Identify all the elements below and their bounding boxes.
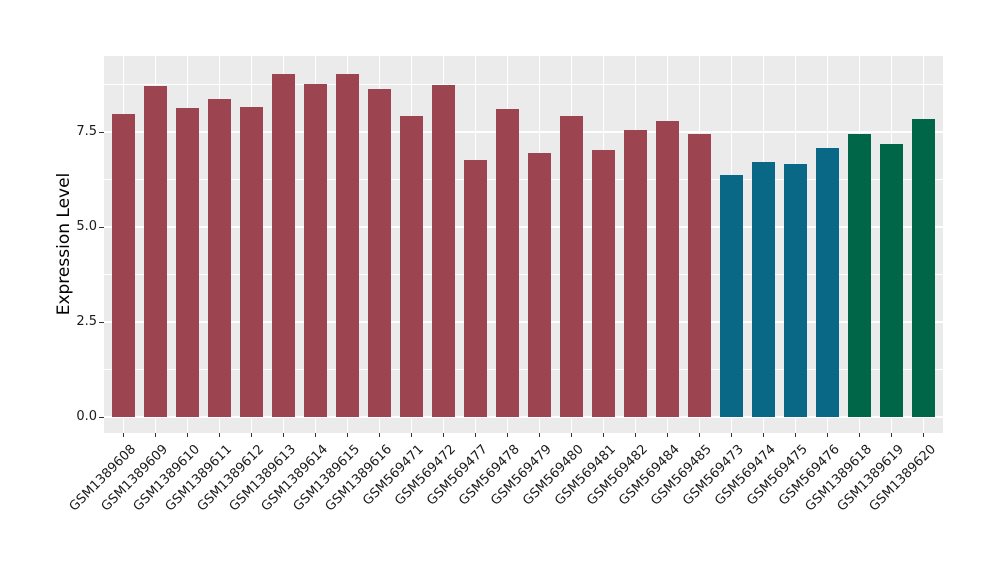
x-tick-mark xyxy=(699,433,701,437)
bar xyxy=(143,86,167,417)
x-tick-mark xyxy=(218,433,220,437)
h-gridline-major xyxy=(104,226,943,228)
bar xyxy=(495,109,519,417)
bar xyxy=(720,174,744,417)
h-gridline-major xyxy=(104,321,943,323)
h-gridline-minor xyxy=(104,274,943,275)
x-tick-mark xyxy=(346,433,348,437)
bar xyxy=(239,106,263,417)
y-tick-mark xyxy=(99,416,104,418)
bar xyxy=(880,144,904,417)
x-tick-mark xyxy=(603,433,604,437)
bar xyxy=(816,147,840,417)
bar xyxy=(303,84,327,417)
y-tick-label: 2.5 xyxy=(76,314,97,329)
x-tick-mark xyxy=(923,433,925,437)
bar xyxy=(175,108,199,417)
x-tick-mark xyxy=(314,433,316,437)
bar xyxy=(912,118,936,417)
bar xyxy=(463,160,487,417)
x-tick-mark xyxy=(859,433,861,437)
bar xyxy=(335,74,359,417)
bar xyxy=(688,133,712,417)
x-tick-mark xyxy=(474,433,476,437)
x-tick-mark xyxy=(442,433,444,437)
bar xyxy=(271,74,295,417)
x-tick-mark xyxy=(506,433,508,437)
y-tick-mark xyxy=(99,226,104,228)
x-tick-mark xyxy=(827,433,829,437)
x-tick-mark xyxy=(122,433,124,437)
bar xyxy=(111,113,135,417)
x-tick-mark xyxy=(282,433,284,437)
h-gridline-minor xyxy=(104,179,943,180)
y-tick-label: 7.5 xyxy=(76,124,97,139)
bar xyxy=(367,88,391,417)
h-gridline-minor xyxy=(104,84,943,85)
x-tick-mark xyxy=(186,433,188,437)
bar xyxy=(207,98,231,417)
y-axis-title-text: Expression Level xyxy=(54,172,74,316)
bar xyxy=(752,161,776,417)
bar xyxy=(559,116,583,417)
h-gridline-major xyxy=(104,416,943,418)
h-gridline-minor xyxy=(104,369,943,370)
x-tick-mark xyxy=(731,433,733,437)
x-tick-mark xyxy=(378,433,380,437)
y-tick-label: 5.0 xyxy=(76,219,97,234)
bar xyxy=(624,130,648,417)
x-tick-mark xyxy=(891,433,893,437)
bar xyxy=(656,120,680,417)
plot-area xyxy=(104,56,943,433)
x-tick-mark xyxy=(410,433,412,437)
x-tick-mark xyxy=(154,433,156,437)
y-tick-label: 0.0 xyxy=(76,409,97,424)
x-tick-mark xyxy=(667,433,669,437)
bar xyxy=(399,115,423,417)
x-tick-mark xyxy=(570,433,572,437)
x-tick-mark xyxy=(763,433,765,437)
x-tick-mark xyxy=(538,433,540,437)
bar xyxy=(431,84,455,417)
y-tick-mark xyxy=(99,131,104,133)
bar xyxy=(848,133,872,417)
x-tick-mark xyxy=(635,433,637,437)
bar xyxy=(592,150,615,417)
h-gridline-major xyxy=(104,131,943,133)
bar xyxy=(527,152,551,417)
bar xyxy=(784,164,808,417)
x-tick-mark xyxy=(795,433,797,437)
y-tick-mark xyxy=(99,321,104,323)
x-tick-mark xyxy=(250,433,252,437)
